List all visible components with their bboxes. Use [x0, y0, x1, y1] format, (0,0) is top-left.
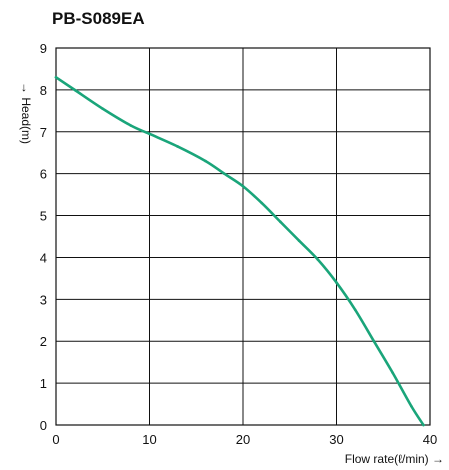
y-tick-label: 3 [40, 292, 47, 307]
data-point [241, 184, 245, 188]
x-tick-label: 20 [236, 432, 250, 447]
data-point [223, 172, 226, 175]
grid [56, 48, 430, 425]
data-point [316, 258, 320, 261]
y-tick-label: 8 [40, 83, 47, 98]
data-point [279, 220, 282, 224]
y-axis-ticks: 0 1 2 3 4 5 6 7 8 9 [40, 41, 47, 433]
data-point [260, 201, 264, 205]
x-axis-label: Flow rate(ℓ/min) → [345, 452, 444, 466]
data-point [335, 281, 338, 284]
data-point [410, 404, 413, 408]
y-tick-label: 5 [40, 209, 47, 224]
data-point [422, 423, 425, 427]
y-tick-label: 6 [40, 167, 47, 182]
y-tick-label: 2 [40, 334, 47, 349]
y-tick-label: 9 [40, 41, 47, 56]
series-line [54, 76, 425, 427]
y-tick-label: 1 [40, 376, 47, 391]
data-point [297, 239, 301, 242]
y-tick-label: 7 [40, 125, 47, 140]
data-point [176, 145, 179, 148]
data-point [54, 76, 58, 79]
data-point [73, 88, 76, 92]
chart-title: PB-S089EA [52, 9, 145, 28]
plot-frame [55, 47, 431, 426]
x-tick-label: 0 [52, 432, 59, 447]
x-tick-label: 10 [142, 432, 156, 447]
data-point [101, 107, 105, 111]
data-points [54, 76, 425, 427]
data-point [204, 159, 207, 163]
y-axis-label: → Head(m) [19, 82, 33, 144]
x-tick-label: 30 [329, 432, 343, 447]
data-point [353, 308, 357, 312]
y-tick-label: 0 [40, 418, 47, 433]
y-tick-label: 4 [40, 250, 47, 265]
data-point [148, 132, 151, 136]
x-axis-ticks: 0 10 20 30 40 [52, 432, 437, 447]
data-point [129, 124, 133, 127]
x-tick-label: 40 [423, 432, 437, 447]
data-point [372, 339, 376, 343]
data-point [391, 371, 394, 374]
